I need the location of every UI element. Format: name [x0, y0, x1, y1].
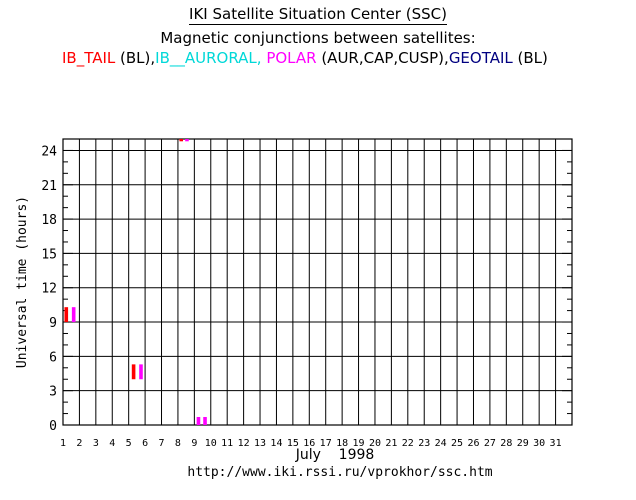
x-tick-label: 1: [60, 438, 66, 449]
x-tick-label: 20: [369, 438, 381, 449]
x-tick-label: 17: [320, 438, 332, 449]
x-axis-label: July 1998: [295, 447, 375, 463]
legend-part-3: POLAR: [261, 49, 317, 67]
x-tick-label: 6: [142, 438, 148, 449]
mark-polar: [71, 307, 76, 323]
chart-marks: [64, 139, 207, 425]
y-tick-label: 6: [49, 350, 57, 365]
legend-part-6: (BL): [512, 49, 548, 67]
y-tick-labels: 0 3 6 9 12 15 18 21 24: [41, 144, 57, 434]
x-tick-label: 7: [159, 438, 165, 449]
x-tick-label: 5: [126, 438, 132, 449]
x-tick-label: 3: [93, 438, 99, 449]
chart-subtitle: Magnetic conjunctions between satellites…: [160, 29, 476, 47]
mark-polar: [196, 416, 201, 425]
mark-polar: [185, 139, 189, 142]
x-tick-label: 15: [287, 438, 299, 449]
footer-url: http://www.iki.rssi.ru/vprokhor/ssc.htm: [187, 465, 492, 480]
x-tick-label: 2: [76, 438, 82, 449]
x-tick-label: 16: [303, 438, 315, 449]
x-tick-label: 14: [270, 438, 282, 449]
y-tick-label: 9: [49, 316, 57, 331]
x-tick-label: 13: [254, 438, 266, 449]
x-tick-label: 19: [353, 438, 365, 449]
y-tick-label: 24: [41, 144, 57, 159]
x-tick-label: 31: [550, 438, 562, 449]
x-tick-label: 29: [517, 438, 529, 449]
x-tick-label: 10: [205, 438, 217, 449]
mark-ib-tail: [64, 307, 69, 323]
x-tick-labels: 1 2 3 4 5 6 7 8 9 10 11 12 13 14 15 16 17 18 19 20 21 22 23 24 2…: [60, 438, 562, 449]
x-tick-label: 8: [175, 438, 181, 449]
legend-part-2: IB__AURORAL,: [155, 49, 262, 67]
x-tick-label: 11: [221, 438, 233, 449]
y-tick-label: 18: [41, 213, 57, 228]
x-tick-label: 21: [385, 438, 397, 449]
y-tick-label: 0: [49, 419, 57, 434]
x-tick-label: 9: [191, 438, 197, 449]
legend-part-5: GEOTAIL: [448, 49, 513, 67]
x-tick-label: 24: [435, 438, 447, 449]
mark-polar: [203, 416, 207, 425]
legend-part-1: (BL),: [115, 49, 156, 67]
x-tick-label: 25: [451, 438, 463, 449]
x-tick-label: 4: [109, 438, 115, 449]
chart-title: IKI Satellite Situation Center (SSC): [189, 5, 447, 25]
x-tick-label: 27: [484, 438, 496, 449]
y-axis-label: Universal time (hours): [15, 196, 30, 368]
chart-legend: IB_TAIL (BL),IB__AURORAL, POLAR (AUR,CAP…: [62, 49, 548, 67]
chart-grid: [62, 138, 573, 426]
mark-polar: [139, 364, 143, 380]
x-tick-label: 12: [238, 438, 250, 449]
x-tick-label: 23: [418, 438, 430, 449]
legend-part-4: (AUR,CAP,CUSP),: [316, 49, 449, 67]
y-tick-label: 3: [49, 385, 57, 400]
x-tick-label: 30: [533, 438, 545, 449]
y-tick-label: 15: [41, 247, 57, 262]
mark-ib-tail: [131, 364, 136, 380]
legend-part-0: IB_TAIL: [62, 49, 116, 67]
plot-frame: [62, 138, 573, 426]
y-tick-label: 21: [41, 179, 57, 194]
x-tick-label: 26: [467, 438, 479, 449]
x-tick-label: 28: [500, 438, 512, 449]
mark-ib-tail: [179, 139, 184, 142]
x-tick-label: 22: [402, 438, 414, 449]
y-tick-label: 12: [41, 282, 57, 297]
x-tick-label: 18: [336, 438, 348, 449]
